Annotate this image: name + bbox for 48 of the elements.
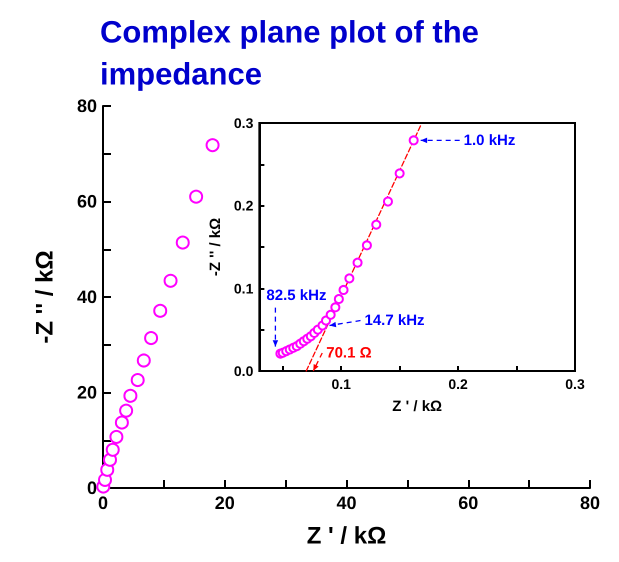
point [153,304,168,318]
point [371,220,382,230]
x-tick-label: 80 [580,493,600,513]
point [106,442,120,457]
point [334,294,344,304]
y-tick-label: 0 [86,478,97,498]
y-tick-label: 60 [76,192,97,212]
point [408,135,419,146]
y-tick-label: 40 [76,287,97,307]
chart-title: Complex plane plot of the impedance [100,14,488,92]
point [382,196,393,207]
y-tick-label: 0.3 [234,115,254,131]
y-tick-label: 0.0 [234,363,254,379]
point [144,331,158,346]
point [114,416,129,430]
y-tick-label: 0.1 [234,280,254,296]
point [362,240,372,250]
annotation: 70.1 Ω [326,344,372,362]
point [206,138,220,152]
x-axis-title: Z ' / kΩ [392,398,442,415]
x-tick-label: 40 [336,493,357,513]
point [330,302,340,312]
point [109,430,124,444]
y-tick-label: 80 [76,96,97,116]
point [130,373,145,388]
point [394,168,405,178]
point [352,258,363,268]
y-axis-title: -Z '' / kΩ [207,218,224,276]
point [164,274,178,288]
point [344,273,354,284]
point [189,190,204,204]
point [338,284,349,295]
y-tick-label: 0.2 [234,198,254,214]
point [123,388,138,403]
point [119,404,134,418]
x-tick-label: 20 [214,493,235,513]
x-tick-label: 60 [458,493,478,513]
point [326,310,336,320]
point [176,236,190,250]
point [136,354,151,368]
annotation: 14.7 kHz [364,312,425,330]
annotation: 1.0 kHz [464,132,516,149]
y-axis-title: -Z '' / kΩ [32,250,58,344]
x-axis-title: Z ' / kΩ [306,522,386,550]
x-tick-label: 0.3 [565,376,585,392]
annotation: 82.5 kHz [266,287,326,304]
x-tick-label: 0.2 [448,376,468,392]
x-tick-label: 0.1 [331,376,352,392]
